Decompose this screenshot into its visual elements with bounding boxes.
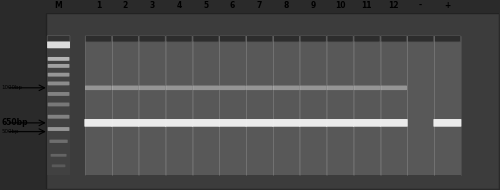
FancyBboxPatch shape <box>246 119 274 127</box>
FancyBboxPatch shape <box>138 36 166 175</box>
FancyBboxPatch shape <box>192 36 219 42</box>
FancyBboxPatch shape <box>192 36 220 175</box>
FancyBboxPatch shape <box>48 127 70 131</box>
FancyBboxPatch shape <box>354 36 380 42</box>
FancyBboxPatch shape <box>380 36 407 42</box>
Text: 1000bp: 1000bp <box>2 85 22 90</box>
Text: 11: 11 <box>362 1 372 10</box>
FancyBboxPatch shape <box>218 119 246 127</box>
FancyBboxPatch shape <box>52 164 66 167</box>
FancyBboxPatch shape <box>434 36 461 175</box>
FancyBboxPatch shape <box>219 36 246 175</box>
FancyBboxPatch shape <box>50 154 66 157</box>
Text: 500bp: 500bp <box>2 129 19 134</box>
FancyBboxPatch shape <box>166 36 192 42</box>
FancyBboxPatch shape <box>84 36 112 175</box>
FancyBboxPatch shape <box>138 86 166 90</box>
Text: +: + <box>444 1 450 10</box>
FancyBboxPatch shape <box>326 36 353 175</box>
Text: 6: 6 <box>230 1 235 10</box>
Text: 10: 10 <box>334 1 345 10</box>
FancyBboxPatch shape <box>84 119 112 127</box>
FancyBboxPatch shape <box>326 119 354 127</box>
FancyBboxPatch shape <box>47 36 70 175</box>
FancyBboxPatch shape <box>165 36 192 175</box>
FancyBboxPatch shape <box>408 36 434 42</box>
FancyBboxPatch shape <box>327 36 353 42</box>
FancyBboxPatch shape <box>353 119 381 127</box>
Text: 4: 4 <box>176 1 182 10</box>
FancyBboxPatch shape <box>299 119 327 127</box>
FancyBboxPatch shape <box>138 119 166 127</box>
FancyBboxPatch shape <box>85 36 112 42</box>
Text: 5: 5 <box>203 1 208 10</box>
FancyBboxPatch shape <box>50 140 68 143</box>
FancyBboxPatch shape <box>246 36 273 175</box>
FancyBboxPatch shape <box>166 86 192 90</box>
FancyBboxPatch shape <box>46 13 498 189</box>
FancyBboxPatch shape <box>272 36 300 175</box>
Text: 1: 1 <box>96 1 101 10</box>
FancyBboxPatch shape <box>407 36 434 175</box>
Text: -: - <box>419 1 422 10</box>
FancyBboxPatch shape <box>434 36 460 42</box>
FancyBboxPatch shape <box>380 86 407 90</box>
Text: 12: 12 <box>388 1 399 10</box>
FancyBboxPatch shape <box>48 82 70 85</box>
FancyBboxPatch shape <box>48 73 70 77</box>
FancyBboxPatch shape <box>220 86 246 90</box>
FancyBboxPatch shape <box>272 119 300 127</box>
Text: 8: 8 <box>284 1 289 10</box>
FancyBboxPatch shape <box>353 36 380 175</box>
FancyBboxPatch shape <box>246 36 272 42</box>
FancyBboxPatch shape <box>300 86 326 90</box>
FancyBboxPatch shape <box>48 115 70 119</box>
FancyBboxPatch shape <box>192 119 220 127</box>
FancyBboxPatch shape <box>326 86 353 90</box>
FancyBboxPatch shape <box>48 103 70 106</box>
FancyBboxPatch shape <box>111 119 139 127</box>
FancyBboxPatch shape <box>48 57 70 61</box>
FancyBboxPatch shape <box>246 86 272 90</box>
Text: 2: 2 <box>122 1 128 10</box>
FancyBboxPatch shape <box>300 36 326 42</box>
FancyBboxPatch shape <box>273 86 299 90</box>
Text: 9: 9 <box>310 1 316 10</box>
FancyBboxPatch shape <box>112 36 139 175</box>
FancyBboxPatch shape <box>380 36 407 175</box>
FancyBboxPatch shape <box>434 119 462 127</box>
FancyBboxPatch shape <box>273 36 299 42</box>
FancyBboxPatch shape <box>139 36 165 42</box>
FancyBboxPatch shape <box>354 86 380 90</box>
FancyBboxPatch shape <box>112 36 138 42</box>
Text: 7: 7 <box>257 1 262 10</box>
FancyBboxPatch shape <box>47 36 70 42</box>
FancyBboxPatch shape <box>300 36 327 175</box>
FancyBboxPatch shape <box>47 41 70 48</box>
FancyBboxPatch shape <box>380 119 407 127</box>
Text: M: M <box>54 1 62 10</box>
FancyBboxPatch shape <box>220 36 246 42</box>
Text: 3: 3 <box>150 1 154 10</box>
Text: 650bp: 650bp <box>2 118 28 127</box>
FancyBboxPatch shape <box>112 86 138 90</box>
FancyBboxPatch shape <box>192 86 219 90</box>
FancyBboxPatch shape <box>165 119 193 127</box>
FancyBboxPatch shape <box>48 64 70 68</box>
FancyBboxPatch shape <box>85 86 112 90</box>
FancyBboxPatch shape <box>48 92 70 96</box>
